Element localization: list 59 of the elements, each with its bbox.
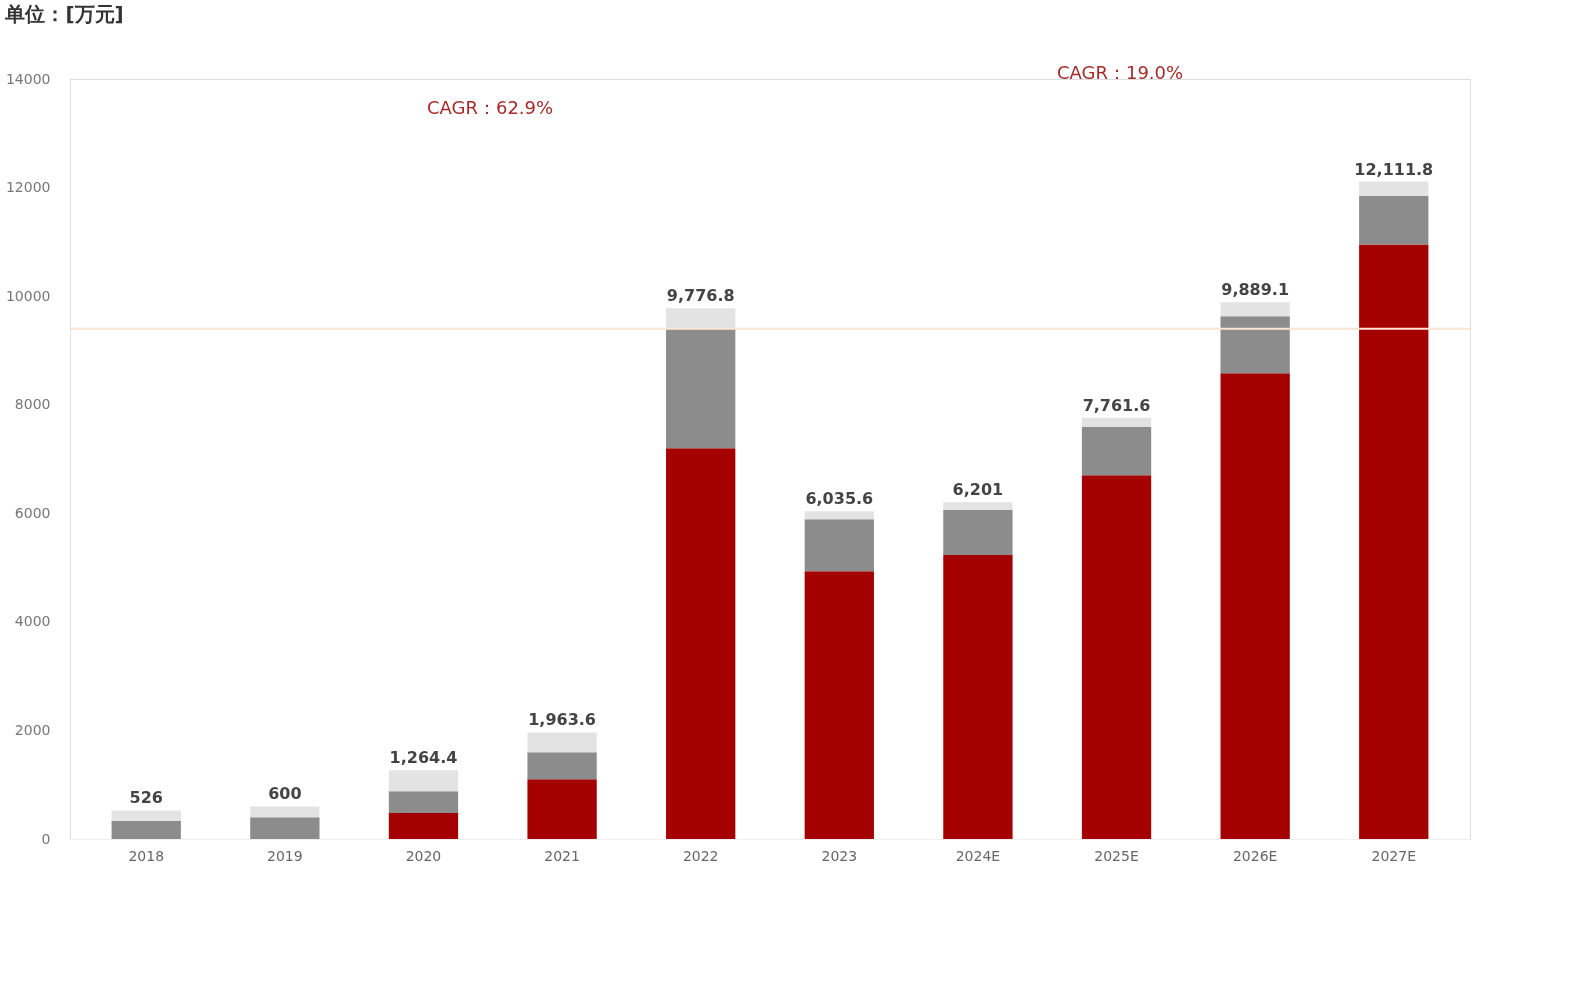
bar: [666, 308, 736, 329]
annotation: CAGR：19.0%: [1056, 62, 1184, 83]
x-tick-label: 2024E: [955, 847, 1001, 864]
y-tick-label: 6000: [14, 504, 51, 521]
bar: [943, 509, 1013, 556]
total-label: 1,264.4: [389, 748, 458, 768]
x-tick-label: 2019: [267, 847, 303, 864]
bar: [943, 502, 1013, 510]
y-tick-label: 2000: [14, 721, 51, 738]
bar: [250, 806, 320, 818]
bar: [388, 791, 459, 813]
bar: [111, 821, 181, 839]
x-tick-label: 2027E: [1371, 847, 1416, 864]
bar: [666, 328, 736, 449]
x-tick-label: 2018: [128, 847, 165, 864]
bar: [1359, 181, 1429, 196]
total-label: 1,963.6: [528, 710, 596, 730]
chart-title: 单位：[万元]: [4, 2, 124, 26]
bar: [388, 812, 459, 839]
bar: [943, 555, 1013, 839]
x-tick-label: 2021: [544, 847, 580, 864]
bar: [1359, 244, 1429, 839]
x-tick-label: 2020: [405, 847, 442, 864]
bar: [666, 448, 736, 839]
total-label: 526: [129, 788, 163, 808]
total-label: 9,889.1: [1221, 280, 1290, 300]
total-label: 6,035.6: [805, 489, 874, 509]
x-tick-label: 2023: [821, 847, 858, 864]
total-label: 600: [268, 784, 302, 804]
bar: [250, 817, 320, 839]
y-tick-label: 4000: [14, 613, 51, 630]
bar: [111, 810, 181, 822]
bar: [804, 571, 874, 839]
bar: [804, 511, 874, 520]
bar: [527, 779, 597, 839]
total-label: 12,111.8: [1354, 159, 1434, 179]
y-tick-label: 14000: [5, 70, 51, 87]
y-tick-label: 12000: [5, 179, 51, 196]
bar: [1081, 475, 1152, 839]
bar: [804, 519, 874, 572]
total-label: 7,761.6: [1082, 395, 1151, 415]
x-tick-label: 2026E: [1232, 847, 1278, 864]
bar: [1220, 373, 1290, 839]
x-tick-label: 2022: [682, 847, 719, 864]
bar: [1220, 316, 1290, 374]
bar: [1081, 426, 1152, 476]
y-tick-label: 8000: [14, 396, 51, 413]
x-tick-label: 2025E: [1094, 847, 1139, 864]
bar: [1220, 302, 1290, 317]
bar: [1081, 417, 1152, 427]
bar: [388, 770, 459, 792]
bar: [1359, 195, 1429, 245]
total-label: 9,776.8: [666, 286, 735, 306]
y-tick-label: 10000: [5, 287, 51, 304]
y-tick-label: 0: [41, 830, 51, 847]
bar: [527, 752, 597, 780]
annotation: CAGR：62.9%: [426, 97, 554, 118]
total-label: 6,201: [952, 480, 1004, 500]
bar: [527, 732, 597, 753]
